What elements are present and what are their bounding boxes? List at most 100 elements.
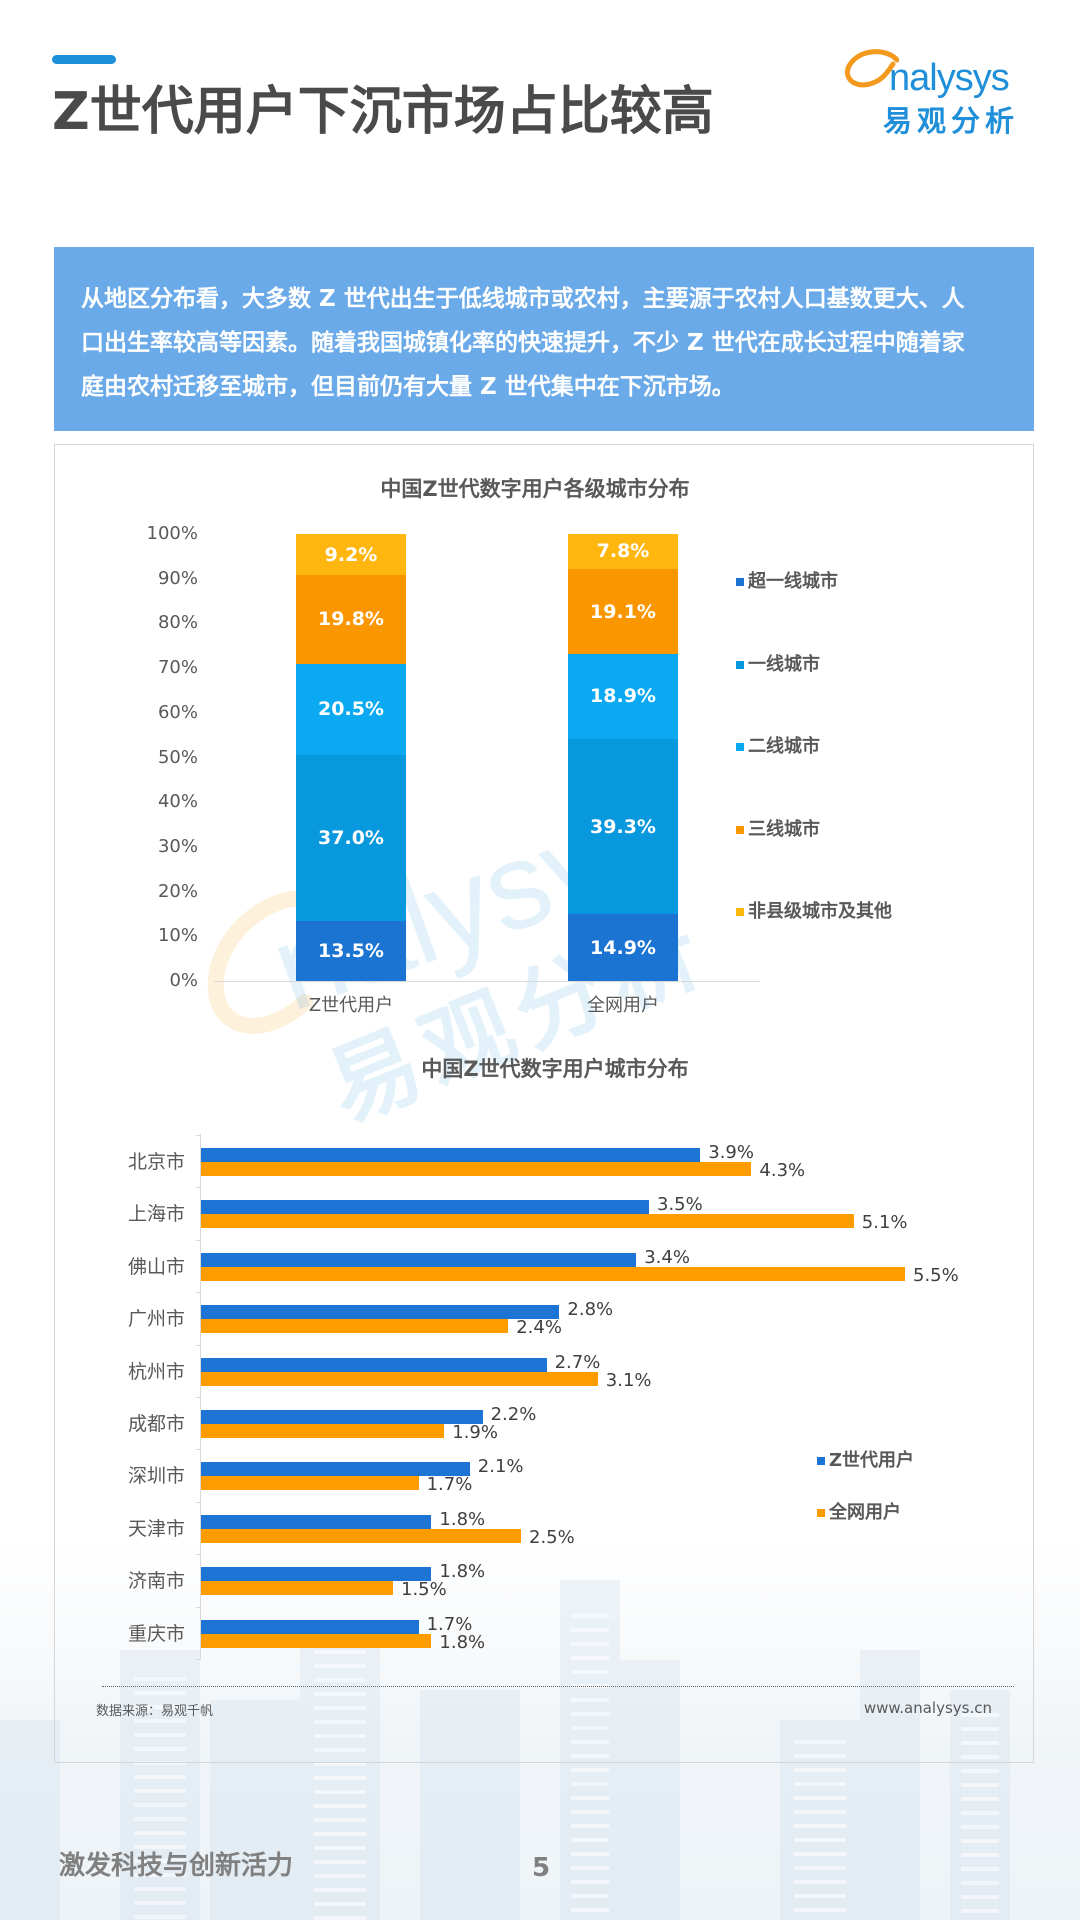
bar-value-label: 4.3% — [759, 1160, 806, 1181]
city-label: 杭州市 — [127, 1360, 185, 1383]
y-tick-mark — [196, 1135, 200, 1136]
legend-swatch-icon — [736, 578, 744, 586]
bar-value-label: 3.9% — [708, 1142, 754, 1163]
y-axis-line — [200, 1134, 201, 1660]
skyline-building — [780, 1720, 860, 1920]
skyline-building — [950, 1690, 1010, 1920]
bar-value-label: 2.5% — [529, 1526, 575, 1548]
bar-segment: 39.3% — [568, 738, 678, 915]
y-tick-mark — [196, 1292, 200, 1294]
bar-segment: 37.0% — [296, 755, 406, 921]
legend-label: 非县级城市及其他 — [748, 901, 892, 922]
skyline-building — [620, 1660, 680, 1920]
page-title: Z世代用户下沉市场占比较高 — [52, 82, 714, 142]
legend-item: 三线城市 — [736, 819, 820, 841]
legend-item: Z世代用户 — [817, 1450, 914, 1472]
bar-value-label: 13.5% — [318, 939, 384, 962]
logo-swoosh-icon — [844, 49, 899, 88]
bar-value-label: 1.7% — [426, 1613, 473, 1635]
data-source: 数据来源：易观千帆 — [96, 1704, 214, 1719]
y-tick-label: 50% — [157, 746, 198, 768]
logo-wordmark: nalysys — [889, 57, 1010, 99]
chart-panel — [54, 444, 1034, 1763]
bar — [201, 1476, 419, 1491]
y-tick-label: 40% — [157, 791, 198, 813]
bar-value-label: 14.9% — [590, 936, 656, 959]
legend-swatch-icon — [736, 743, 744, 751]
bar — [201, 1162, 752, 1176]
skyline-building — [560, 1580, 620, 1920]
y-tick-mark — [196, 1501, 200, 1503]
legend-item: 全网用户 — [817, 1502, 901, 1524]
bar — [201, 1148, 701, 1162]
city-label: 重庆市 — [127, 1622, 185, 1645]
legend-swatch-icon — [736, 908, 744, 916]
bar-value-label: 3.1% — [605, 1369, 652, 1391]
bar-value-label: 1.8% — [439, 1631, 486, 1653]
legend-label: Z世代用户 — [829, 1450, 915, 1471]
bar — [201, 1305, 560, 1320]
bar-segment: 18.9% — [568, 654, 678, 739]
city-label: 北京市 — [127, 1151, 185, 1173]
summary-line: 口出生率较高等因素。随着我国城镇化率的快速提升，不少 Z 世代在成长过程中随着家 — [81, 330, 965, 356]
bar-value-label: 2.7% — [554, 1351, 601, 1373]
summary-box: 从地区分布看，大多数 Z 世代出生于低线城市或农村，主要源于农村人口基数更大、人… — [54, 247, 1034, 431]
bar-value-label: 5.5% — [913, 1264, 959, 1286]
bar-value-label: 19.8% — [318, 608, 384, 631]
bar-value-label: 7.8% — [596, 540, 650, 563]
bar-value-label: 1.5% — [401, 1579, 447, 1601]
y-tick-label: 30% — [157, 835, 198, 857]
city-label: 佛山市 — [127, 1255, 185, 1278]
city-label: 成都市 — [127, 1413, 185, 1435]
bar-value-label: 5.1% — [861, 1212, 908, 1234]
x-axis-line — [214, 981, 760, 982]
skyline-background — [0, 1540, 1080, 1920]
bar-value-label: 1.9% — [452, 1422, 498, 1443]
watermark-swoosh-icon — [207, 889, 343, 1034]
bar — [201, 1357, 547, 1372]
skyline-building — [120, 1650, 200, 1920]
bar — [201, 1567, 432, 1582]
legend-swatch-icon — [736, 660, 744, 669]
bar-value-label: 9.2% — [324, 543, 378, 566]
logo-chinese-name: 易观分析 — [883, 104, 1020, 138]
source-url: www.analysys.cn — [863, 1699, 992, 1717]
bar-value-label: 39.3% — [590, 815, 656, 838]
bar-segment: 20.5% — [296, 663, 406, 756]
legend-label: 一线城市 — [748, 653, 820, 675]
bar-value-label: 18.9% — [590, 685, 656, 708]
y-tick-label: 80% — [157, 612, 198, 634]
legend-item: 超一线城市 — [736, 571, 838, 593]
bar — [201, 1619, 419, 1634]
bar — [201, 1581, 393, 1596]
bar-value-label: 1.7% — [426, 1474, 473, 1496]
y-tick-label: 60% — [157, 701, 198, 723]
city-label: 上海市 — [127, 1203, 185, 1226]
bar-value-label: 37.0% — [318, 826, 384, 849]
summary-line: 庭由农村迁移至城市，但目前仍有大量 Z 世代集中在下沉市场。 — [81, 374, 735, 400]
legend-swatch-icon — [817, 1457, 825, 1465]
city-label: 天津市 — [127, 1517, 185, 1540]
bar-value-label: 1.8% — [439, 1508, 486, 1530]
y-tick-label: 0% — [169, 970, 198, 991]
bar — [201, 1266, 905, 1281]
bar — [201, 1200, 649, 1215]
bar — [201, 1462, 470, 1477]
legend-swatch-icon — [736, 825, 744, 834]
y-tick-mark — [196, 1659, 200, 1660]
legend-item: 非县级城市及其他 — [736, 901, 892, 923]
legend-item: 二线城市 — [736, 736, 820, 758]
y-tick-label: 20% — [157, 880, 198, 902]
skyline-building — [300, 1620, 380, 1920]
bar-segment: 9.2% — [296, 534, 406, 576]
bar-value-label: 3.4% — [644, 1246, 690, 1268]
y-tick-mark — [196, 1397, 200, 1398]
page-number: 5 — [531, 1853, 551, 1883]
bar-value-label: 2.1% — [477, 1456, 524, 1478]
city-chart-title: 中国Z世代数字用户城市分布 — [421, 1057, 689, 1081]
bar-value-label: 20.5% — [318, 698, 384, 721]
bar-value-label: 2.8% — [567, 1299, 614, 1321]
summary-line: 从地区分布看，大多数 Z 世代出生于低线城市或农村，主要源于农村人口基数更大、人 — [81, 286, 965, 312]
